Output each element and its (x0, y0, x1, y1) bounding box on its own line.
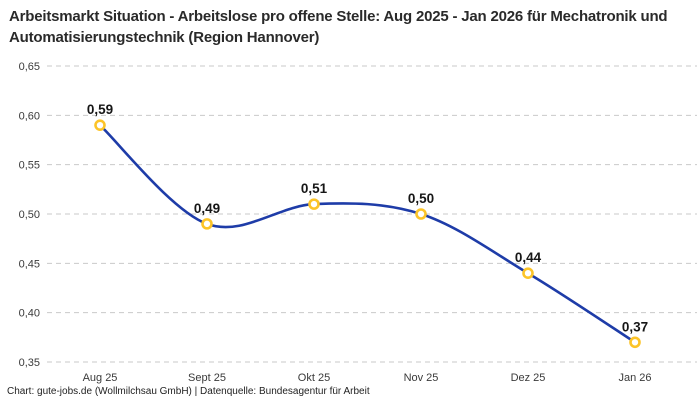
y-tick-label: 0,40 (19, 308, 40, 320)
chart-title: Arbeitsmarkt Situation - Arbeitslose pro… (9, 8, 668, 46)
x-tick-label: Sept 25 (188, 372, 226, 384)
data-point-marker (629, 336, 641, 349)
x-tick-label: Jan 26 (618, 372, 651, 384)
x-tick-label: Okt 25 (298, 372, 330, 384)
data-point-label: 0,49 (194, 201, 220, 216)
x-tick-label: Aug 25 (83, 372, 118, 384)
y-tick-label: 0,60 (19, 110, 40, 122)
x-tick-label: Nov 25 (404, 372, 439, 384)
data-point-label: 0,59 (87, 102, 113, 117)
y-tick-label: 0,65 (19, 61, 40, 73)
chart-footer-attribution: Chart: gute-jobs.de (Wollmilchsau GmbH) … (7, 386, 370, 397)
data-point-label: 0,50 (408, 191, 434, 206)
line-series (98, 123, 637, 344)
data-point-label: 0,51 (301, 181, 328, 196)
data-point-marker (201, 218, 213, 230)
y-tick-label: 0,35 (19, 357, 40, 369)
data-point-marker (522, 267, 534, 280)
data-point-marker (94, 119, 106, 131)
y-tick-label: 0,45 (19, 258, 40, 270)
data-point-marker (308, 198, 320, 210)
data-point-label: 0,37 (622, 319, 648, 334)
y-tick-label: 0,50 (19, 209, 40, 221)
data-point-marker (415, 208, 427, 220)
data-point-label: 0,44 (515, 250, 542, 265)
x-tick-label: Dez 25 (511, 372, 546, 384)
y-tick-label: 0,55 (19, 160, 40, 172)
